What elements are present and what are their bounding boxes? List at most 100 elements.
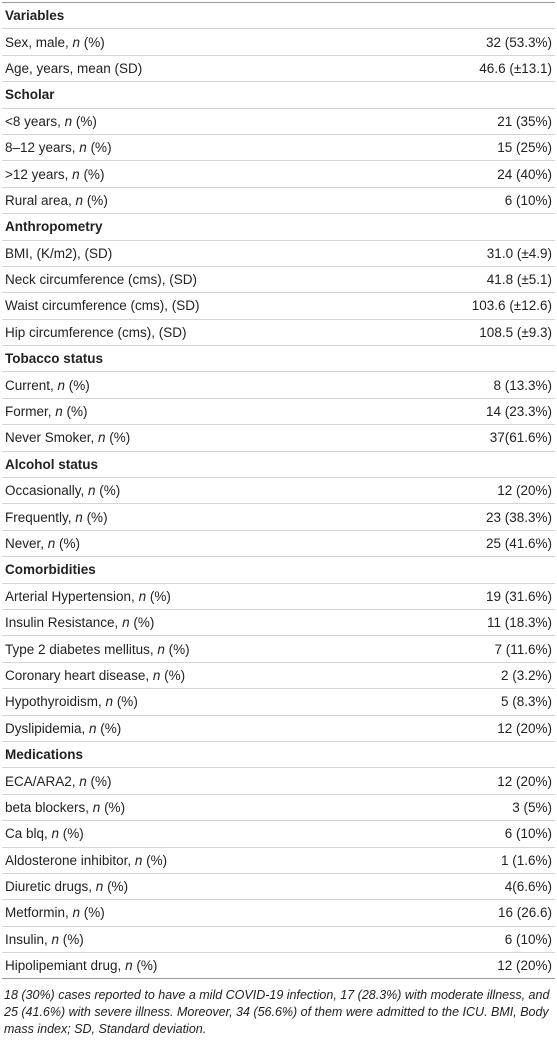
row-value: 1 (1.6%) [388, 847, 555, 874]
row-value: 103.6 (±12.6) [388, 292, 555, 320]
data-row: Age, years, mean (SD) 46.6 (±13.1) [2, 55, 555, 83]
data-row: Arterial Hypertension, n (%) 19 (31.6%) [2, 583, 555, 610]
data-row: Former, n (%) 14 (23.3%) [2, 398, 555, 426]
row-label: beta blockers, n (%) [2, 794, 389, 822]
data-row: <8 years, n (%) 21 (35%) [2, 108, 555, 135]
data-row: Type 2 diabetes mellitus, n (%) 7 (11.6%) [2, 635, 555, 663]
header-row: Variables [2, 1, 555, 30]
row-value: 16 (26.6) [388, 899, 555, 927]
row-label: >12 years, n (%) [2, 160, 389, 188]
row-value: 19 (31.6%) [388, 583, 555, 610]
row-value: 21 (35%) [388, 108, 555, 135]
data-row: ECA/ARA2, n (%) 12 (20%) [2, 767, 555, 795]
row-label: Current, n (%) [2, 371, 389, 399]
row-label: Never, n (%) [2, 530, 389, 558]
row-label: Ca blq, n (%) [2, 820, 389, 848]
row-value: 7 (11.6%) [388, 635, 555, 663]
row-label: ECA/ARA2, n (%) [2, 767, 389, 795]
section-title: Alcohol status [2, 451, 555, 479]
row-value: 4(6.6%) [388, 873, 555, 901]
row-value: 37(61.6%) [388, 424, 555, 452]
data-row: BMI, (K/m2), (SD) 31.0 (±4.9) [2, 240, 555, 267]
row-label: <8 years, n (%) [2, 108, 389, 135]
section-row: Medications [2, 741, 555, 769]
row-label: Dyslipidemia, n (%) [2, 715, 389, 742]
data-row: Never, n (%) 25 (41.6%) [2, 530, 555, 558]
row-value: 12 (20%) [388, 477, 555, 505]
row-label: Hypothyroidism, n (%) [2, 688, 389, 716]
row-label: BMI, (K/m2), (SD) [2, 240, 389, 267]
section-title: Tobacco status [2, 345, 555, 373]
row-label: Former, n (%) [2, 398, 389, 426]
data-row: Current, n (%) 8 (13.3%) [2, 371, 555, 399]
data-row: Hipolipemiant drug, n (%) 12 (20%) [2, 952, 555, 980]
row-value: 11 (18.3%) [388, 609, 555, 637]
row-value: 12 (20%) [388, 715, 555, 742]
row-value: 6 (10%) [388, 926, 555, 954]
data-table: Variables Sex, male, n (%) 32 (53.3%) Age,… [2, 1, 555, 980]
data-row: Hip circumference (cms), (SD) 108.5 (±9.3… [2, 319, 555, 347]
data-row: Coronary heart disease, n (%) 2 (3.2%) [2, 662, 555, 690]
section-row: Scholar [2, 81, 555, 109]
row-label: Metformin, n (%) [2, 899, 389, 927]
row-value: 25 (41.6%) [388, 530, 555, 558]
section-title: Comorbidities [2, 556, 555, 584]
row-value: 5 (8.3%) [388, 688, 555, 716]
row-value: 12 (20%) [388, 952, 555, 980]
data-row: Aldosterone inhibitor, n (%) 1 (1.6%) [2, 847, 555, 874]
row-label: Waist circumference (cms), (SD) [2, 292, 389, 320]
row-label: Insulin, n (%) [2, 926, 389, 954]
data-row: Insulin, n (%) 6 (10%) [2, 926, 555, 954]
row-label: Coronary heart disease, n (%) [2, 662, 389, 690]
row-value: 6 (10%) [388, 187, 555, 215]
section-row: Comorbidities [2, 556, 555, 584]
row-value: 3 (5%) [388, 794, 555, 822]
section-row: Tobacco status [2, 345, 555, 373]
data-row: beta blockers, n (%) 3 (5%) [2, 794, 555, 822]
row-value: 23 (38.3%) [388, 503, 555, 531]
row-value: 6 (10%) [388, 820, 555, 848]
section-title: Scholar [2, 81, 555, 109]
row-label: Neck circumference (cms), (SD) [2, 266, 389, 294]
row-value: 14 (23.3%) [388, 398, 555, 426]
row-value: 12 (20%) [388, 767, 555, 795]
row-label: Age, years, mean (SD) [2, 55, 389, 83]
row-label: Rural area, n (%) [2, 187, 389, 215]
row-value: 24 (40%) [388, 160, 555, 188]
row-label: Sex, male, n (%) [2, 28, 389, 56]
data-row: Waist circumference (cms), (SD) 103.6 (±1… [2, 292, 555, 320]
row-value: 46.6 (±13.1) [388, 55, 555, 83]
header-cell: Variables [2, 1, 555, 30]
data-row: Insulin Resistance, n (%) 11 (18.3%) [2, 609, 555, 637]
row-label: 8–12 years, n (%) [2, 134, 389, 162]
row-label: Hipolipemiant drug, n (%) [2, 952, 389, 980]
section-row: Anthropometry [2, 213, 555, 241]
data-row: Neck circumference (cms), (SD) 41.8 (±5.1… [2, 266, 555, 294]
row-value: 41.8 (±5.1) [388, 266, 555, 294]
data-row: Hypothyroidism, n (%) 5 (8.3%) [2, 688, 555, 716]
row-label: Aldosterone inhibitor, n (%) [2, 847, 389, 874]
section-row: Alcohol status [2, 451, 555, 479]
row-value: 15 (25%) [388, 134, 555, 162]
data-row: Sex, male, n (%) 32 (53.3%) [2, 28, 555, 56]
row-value: 8 (13.3%) [388, 371, 555, 399]
section-title: Anthropometry [2, 213, 555, 241]
row-label: Diuretic drugs, n (%) [2, 873, 389, 901]
data-row: Rural area, n (%) 6 (10%) [2, 187, 555, 215]
data-row: 8–12 years, n (%) 15 (25%) [2, 134, 555, 162]
table-body: Variables Sex, male, n (%) 32 (53.3%) Age,… [2, 1, 555, 980]
data-row: Dyslipidemia, n (%) 12 (20%) [2, 715, 555, 742]
data-row: Occasionally, n (%) 12 (20%) [2, 477, 555, 505]
row-value: 2 (3.2%) [388, 662, 555, 690]
data-row: Frequently, n (%) 23 (38.3%) [2, 503, 555, 531]
row-label: Hip circumference (cms), (SD) [2, 319, 389, 347]
data-row: >12 years, n (%) 24 (40%) [2, 160, 555, 188]
row-value: 32 (53.3%) [388, 28, 555, 56]
row-label: Frequently, n (%) [2, 503, 389, 531]
data-row: Diuretic drugs, n (%) 4(6.6%) [2, 873, 555, 901]
row-value: 108.5 (±9.3) [388, 319, 555, 347]
row-label: Type 2 diabetes mellitus, n (%) [2, 635, 389, 663]
section-title: Medications [2, 741, 555, 769]
data-row: Metformin, n (%) 16 (26.6) [2, 899, 555, 927]
